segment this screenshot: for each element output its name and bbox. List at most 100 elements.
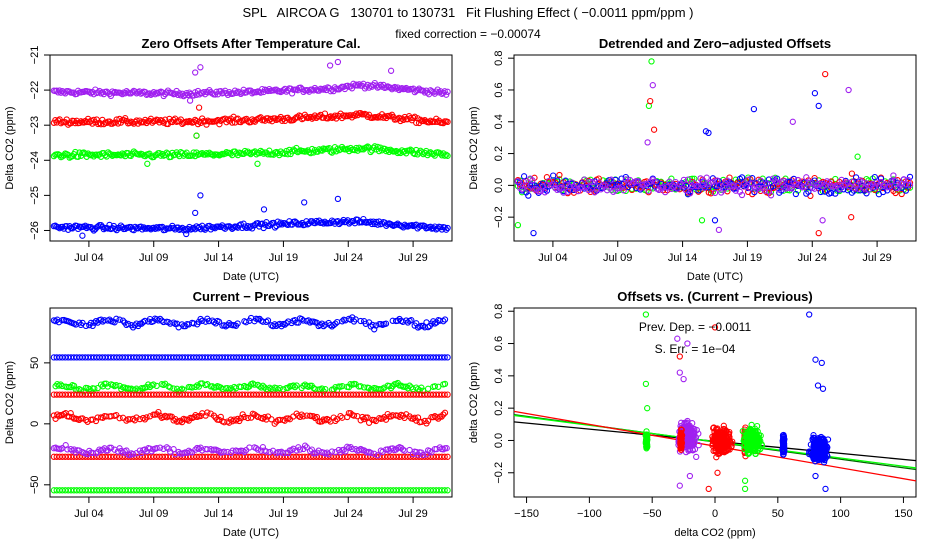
data-point (371, 143, 378, 150)
data-point (428, 449, 435, 456)
y-tick-label: 0.0 (493, 178, 505, 193)
data-point (406, 382, 413, 389)
data-point (697, 175, 704, 182)
data-point (229, 119, 236, 126)
data-point (116, 316, 123, 323)
data-point (119, 317, 127, 324)
data-point (116, 415, 123, 422)
data-point (113, 116, 120, 123)
data-point (441, 354, 448, 361)
data-point (73, 222, 80, 230)
x-tick-label: Jul 04 (538, 252, 567, 264)
data-point (310, 413, 317, 420)
data-point (301, 354, 309, 361)
data-point (786, 178, 793, 186)
outlier-point (714, 469, 721, 476)
data-point (550, 172, 557, 179)
data-point (290, 382, 297, 389)
data-point (224, 384, 231, 392)
data-point (374, 452, 381, 459)
data-point (104, 225, 112, 232)
data-point (237, 90, 244, 98)
x-tick-label: Jul 14 (204, 508, 233, 520)
x-tick-label: Jul 24 (334, 252, 363, 264)
data-point (59, 444, 66, 452)
outlier-point (789, 118, 796, 125)
data-point (444, 118, 451, 126)
data-point (817, 188, 824, 196)
outlier-point (812, 356, 819, 363)
data-point (108, 444, 115, 451)
outlier-point (686, 472, 694, 480)
x-tick-label: Jul 29 (398, 252, 427, 264)
data-point (818, 444, 825, 452)
data-point (443, 445, 450, 452)
data-point (408, 317, 415, 324)
data-point (156, 453, 163, 460)
data-point (234, 320, 241, 327)
outlier-point (326, 62, 334, 69)
data-point (253, 453, 260, 460)
data-point (129, 89, 136, 96)
data-point (643, 439, 650, 446)
data-point (94, 89, 102, 96)
data-point (904, 176, 912, 184)
data-point (204, 354, 212, 361)
data-point (156, 487, 163, 494)
data-point (710, 425, 717, 432)
data-point (821, 445, 828, 452)
data-point (430, 224, 437, 232)
outlier-point (676, 482, 683, 489)
data-point (745, 176, 752, 183)
y-tick-label: 0.8 (493, 304, 505, 319)
data-point (682, 187, 690, 194)
data-point (113, 382, 120, 389)
data-point (662, 188, 669, 196)
data-point (424, 417, 432, 424)
data-point (80, 149, 87, 156)
data-point (347, 219, 354, 226)
outlier-point (644, 405, 651, 412)
data-point (80, 119, 87, 126)
data-point (564, 188, 571, 195)
outlier-point (648, 58, 655, 65)
y-axis-label: Delta CO2 (ppm) (468, 106, 480, 189)
outlier-point (192, 69, 199, 76)
data-point (123, 417, 130, 424)
data-point (399, 318, 407, 325)
data-point (94, 223, 102, 230)
y-tick-label: 0 (29, 421, 41, 427)
data-point (210, 412, 218, 419)
y-tick-label: −24 (29, 151, 41, 170)
outliers-purple (674, 335, 694, 489)
y-tick-label: 0.6 (493, 82, 505, 97)
data-point (293, 382, 300, 389)
data-point (357, 383, 364, 390)
data-point (377, 114, 384, 121)
data-point (713, 454, 720, 461)
data-point (441, 88, 448, 95)
series-red (50, 391, 451, 398)
data-point (143, 414, 150, 421)
data-point (271, 115, 279, 122)
data-point (680, 176, 688, 184)
data-point (678, 430, 685, 437)
data-point (156, 391, 163, 398)
x-tick-label: Jul 19 (269, 508, 298, 520)
data-point (83, 224, 90, 232)
data-point (59, 223, 66, 231)
data-point (794, 176, 802, 184)
y-tick-label: 50 (29, 357, 41, 369)
data-point (855, 185, 862, 192)
data-point (554, 177, 561, 184)
outlier-point (144, 160, 151, 167)
outlier-point (811, 90, 819, 97)
data-point (788, 185, 795, 192)
data-point (281, 321, 288, 328)
data-point (807, 179, 814, 186)
data-point (156, 315, 164, 323)
data-point (715, 182, 723, 189)
data-point (431, 383, 439, 390)
series-red (50, 104, 451, 139)
